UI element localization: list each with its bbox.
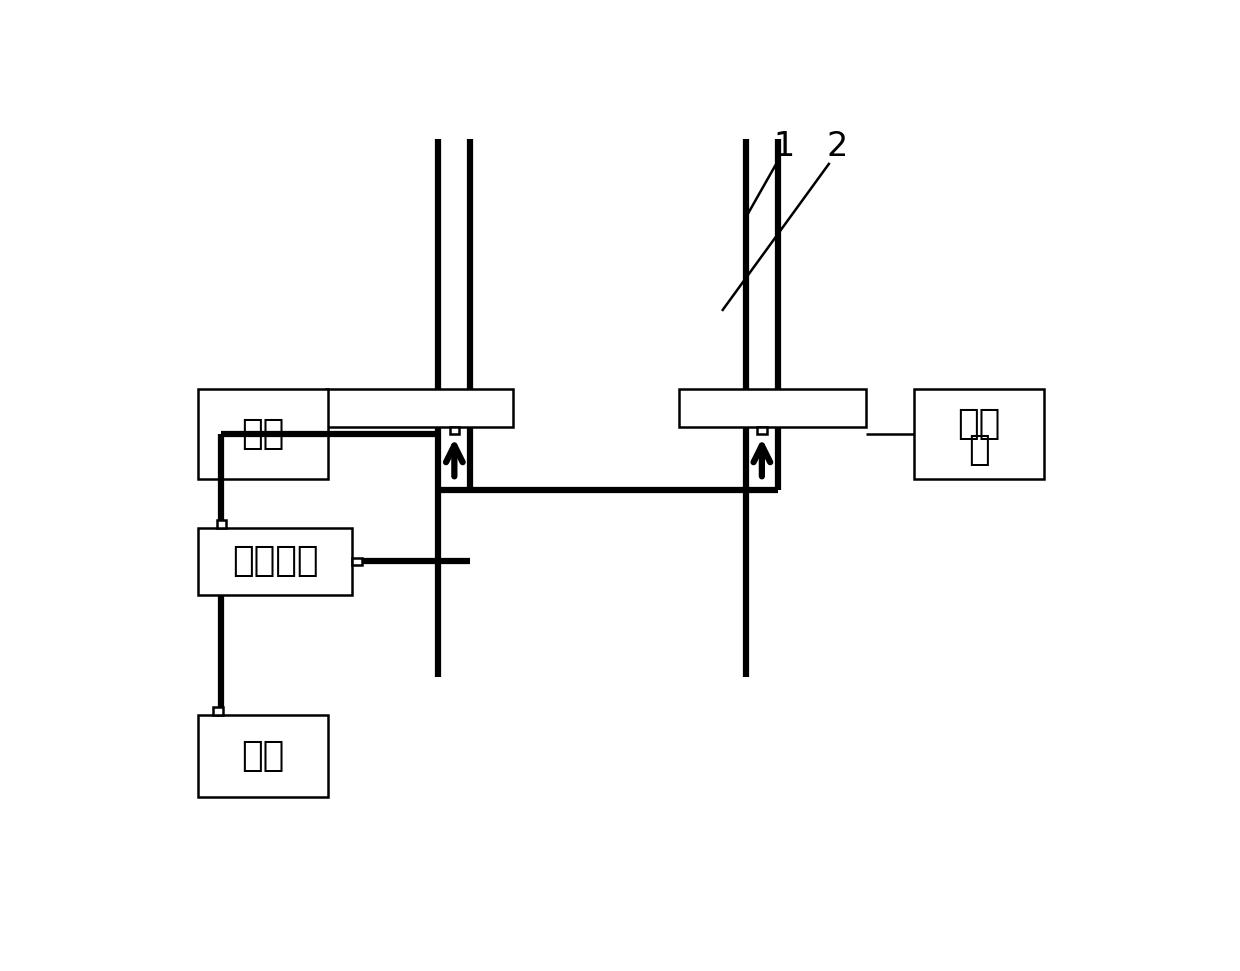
Bar (352, 557, 362, 565)
Bar (678, 389, 866, 427)
Bar (326, 389, 513, 427)
Bar (198, 527, 352, 595)
Text: 器: 器 (968, 433, 990, 467)
Bar (198, 389, 327, 479)
Text: 气源: 气源 (242, 739, 285, 773)
Bar (213, 707, 222, 715)
Bar (198, 715, 327, 797)
Text: 探测: 探测 (957, 407, 1001, 441)
Bar (217, 520, 226, 527)
Text: 光源: 光源 (242, 418, 285, 452)
Bar (450, 427, 459, 434)
Text: 平衡部件: 平衡部件 (232, 545, 319, 579)
Text: 2: 2 (827, 130, 848, 163)
Bar (758, 427, 766, 434)
Text: 1: 1 (774, 130, 795, 163)
Bar (914, 389, 1044, 479)
